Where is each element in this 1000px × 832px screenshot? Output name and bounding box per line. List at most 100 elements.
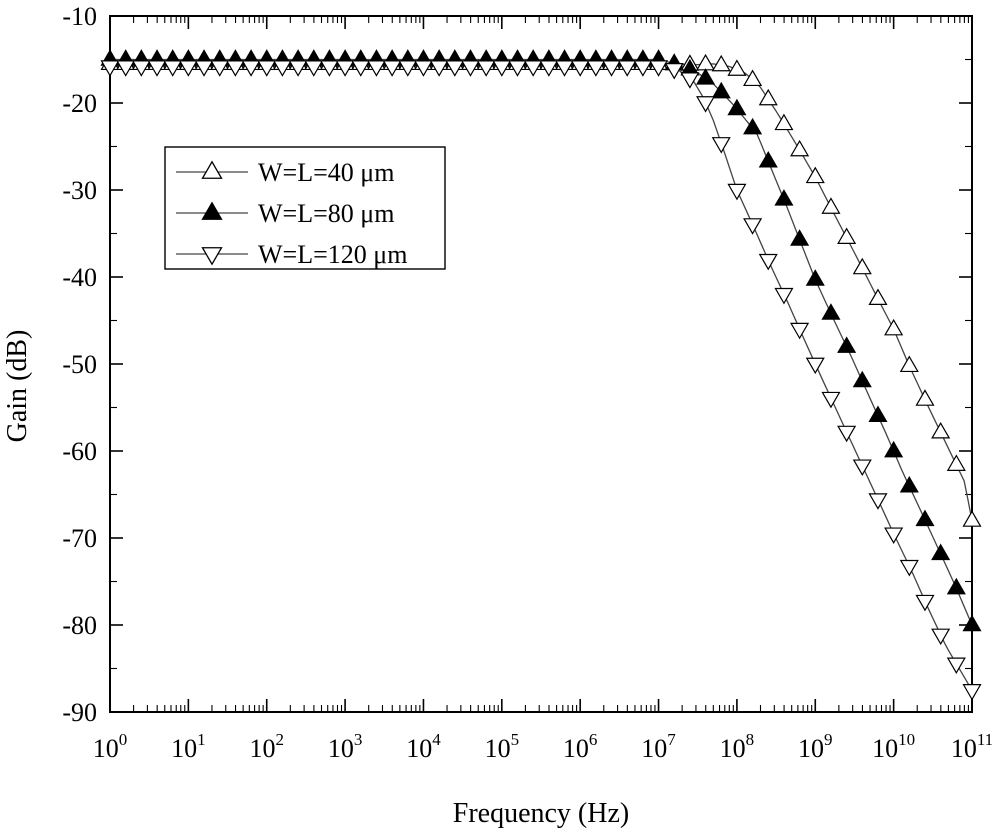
marker-w-l-40-m [774,113,794,131]
x-tick-label: 105 [485,730,520,763]
marker-w-l-40-m [711,54,731,72]
legend: W=L=40 μm W=L=80 μm W=L=120 μm [164,146,446,270]
marker-w-l-40-m [899,355,919,373]
legend-label-w-l-120-m: W=L=120 μm [258,240,407,269]
series-line-w-l-40-m [110,63,973,521]
marker-w-l-80-m [946,577,966,595]
marker-w-l-40-m [915,389,935,406]
x-tick-label: 101 [171,730,206,763]
x-tick-base: 10 [485,734,511,763]
marker-w-l-120-m [649,60,669,77]
x-tick-exponent: 10 [898,730,915,749]
marker-w-l-120-m [147,60,167,77]
marker-w-l-120-m [680,72,700,89]
marker-w-l-120-m [100,60,120,77]
marker-w-l-40-m [821,197,841,214]
x-tick-exponent: 0 [119,730,128,749]
marker-w-l-80-m [852,370,872,388]
y-tick-label: -40 [62,263,97,292]
marker-w-l-120-m [570,60,590,77]
x-tick-exponent: 8 [746,730,755,749]
x-tick-base: 10 [93,734,119,763]
marker-w-l-120-m [460,60,481,77]
marker-w-l-120-m [837,425,857,443]
x-tick-base: 10 [798,734,824,763]
marker-w-l-120-m [225,60,245,77]
x-tick-label: 1010 [872,730,915,763]
axis-ticks: 100 101 102 103 104 105 106 107 108 109 1010 1011-1… [62,2,993,763]
marker-w-l-120-m [366,60,386,77]
legend-marker-w-l-120-m [201,247,223,266]
x-tick-base: 10 [328,734,354,763]
y-tick-label: -90 [62,698,97,727]
marker-w-l-80-m [931,543,951,561]
marker-w-l-120-m [445,60,465,77]
marker-w-l-120-m [852,459,872,476]
marker-w-l-120-m [476,60,496,77]
marker-w-l-80-m [884,440,904,458]
x-tick-label: 102 [249,730,284,763]
marker-w-l-80-m [821,303,841,320]
marker-w-l-120-m [398,60,418,77]
marker-w-l-120-m [539,60,559,77]
marker-w-l-120-m [805,357,825,375]
x-tick-base: 10 [406,734,432,763]
marker-w-l-120-m [868,493,888,510]
x-tick-base: 10 [720,734,746,763]
marker-w-l-40-m [852,257,872,275]
marker-w-l-80-m [837,336,857,353]
marker-w-l-80-m [774,189,794,206]
series-line-w-l-80-m [110,58,973,626]
x-tick-label: 109 [798,730,833,763]
marker-w-l-40-m [962,510,982,527]
marker-w-l-80-m [696,68,716,85]
y-tick-label: -20 [62,89,97,118]
marker-w-l-120-m [257,60,277,77]
x-tick-exponent: 5 [511,730,520,749]
y-axis-title: Gain (dB) [2,330,33,443]
marker-w-l-80-m [727,98,747,116]
marker-w-l-80-m [962,614,982,632]
marker-w-l-40-m [868,288,888,305]
marker-w-l-40-m [884,318,904,336]
marker-w-l-120-m [884,527,904,544]
x-tick-label: 1011 [951,730,993,763]
y-tick-label: -50 [62,350,97,379]
marker-w-l-120-m [116,60,136,77]
marker-w-l-120-m [617,60,637,77]
marker-w-l-80-m [743,117,763,135]
marker-w-l-80-m [868,405,888,423]
marker-w-l-120-m [382,60,402,77]
x-tick-exponent: 2 [275,730,284,749]
marker-w-l-120-m [774,287,794,305]
marker-w-l-120-m [210,60,230,77]
marker-w-l-120-m [931,628,951,646]
marker-w-l-120-m [492,60,512,77]
y-tick-label: -60 [62,437,97,466]
x-tick-exponent: 6 [589,730,598,749]
marker-w-l-120-m [664,62,684,80]
x-tick-base: 10 [641,734,667,763]
marker-w-l-120-m [335,60,355,77]
marker-w-l-40-m [727,59,747,76]
marker-w-l-120-m [429,60,449,77]
marker-w-l-120-m [304,60,324,77]
marker-w-l-120-m [962,684,982,701]
marker-w-l-40-m [931,421,951,439]
marker-w-l-120-m [601,60,622,77]
marker-w-l-40-m [946,454,966,471]
x-tick-label: 100 [93,730,128,763]
x-axis-title: Frequency (Hz) [453,798,629,829]
marker-w-l-120-m [131,60,151,77]
x-tick-base: 10 [249,734,275,763]
marker-w-l-120-m [821,391,841,409]
marker-w-l-120-m [633,60,653,77]
marker-w-l-120-m [586,60,606,77]
marker-w-l-80-m [711,81,731,99]
series-markers [100,49,982,701]
x-tick-exponent: 3 [354,730,363,749]
x-tick-label: 107 [641,730,676,763]
plot-frame [109,15,973,713]
x-tick-label: 106 [563,730,598,763]
x-tick-exponent: 7 [667,730,676,749]
